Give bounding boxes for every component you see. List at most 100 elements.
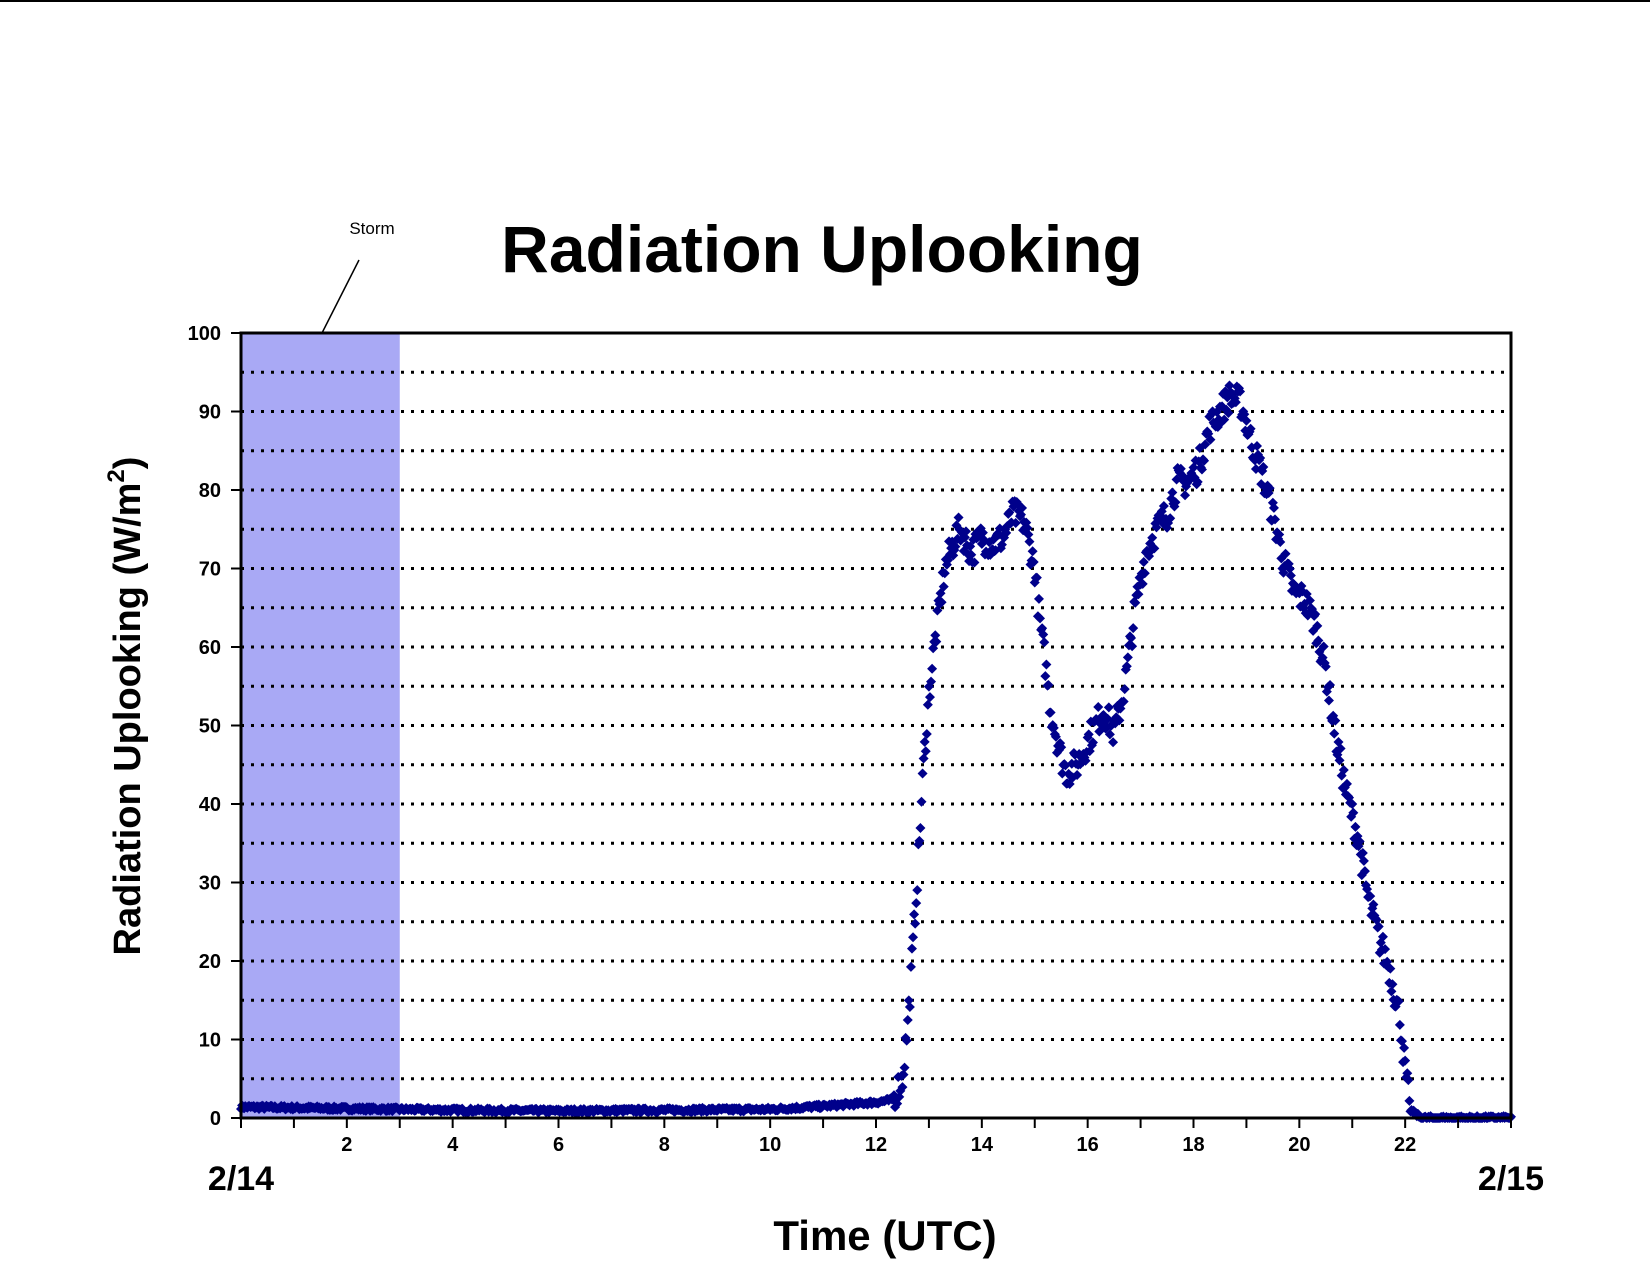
data-point-1099 bbox=[1399, 1042, 1410, 1053]
data-point-872 bbox=[1158, 501, 1169, 512]
data-point-834 bbox=[1118, 696, 1129, 707]
data-point-651 bbox=[924, 692, 935, 703]
data-point-1028 bbox=[1323, 695, 1334, 706]
data-point-940 bbox=[1230, 397, 1241, 408]
data-point-852 bbox=[1137, 578, 1148, 589]
data-point-726 bbox=[1004, 507, 1015, 518]
data-point-863 bbox=[1149, 543, 1160, 554]
x-tick-label-6: 6 bbox=[553, 1134, 564, 1156]
data-point-1079 bbox=[1377, 931, 1388, 942]
data-point-647 bbox=[920, 746, 931, 757]
data-point-648 bbox=[921, 728, 932, 739]
data-point-1094 bbox=[1393, 996, 1404, 1007]
data-point-776 bbox=[1057, 768, 1068, 779]
data-point-981 bbox=[1274, 529, 1285, 540]
data-point-630 bbox=[902, 1015, 913, 1026]
data-point-1051 bbox=[1348, 807, 1359, 818]
data-point-693 bbox=[969, 557, 980, 568]
data-point-1087 bbox=[1386, 986, 1397, 997]
data-point-645 bbox=[918, 753, 929, 764]
data-point-775 bbox=[1056, 742, 1067, 753]
data-point-1057 bbox=[1354, 836, 1365, 847]
data-point-1103 bbox=[1403, 1075, 1414, 1086]
data-point-637 bbox=[910, 918, 921, 929]
data-point-929 bbox=[1219, 414, 1230, 425]
data-point-626 bbox=[898, 1069, 909, 1080]
data-point-745 bbox=[1024, 536, 1035, 547]
data-point-758 bbox=[1038, 629, 1049, 640]
data-point-854 bbox=[1139, 568, 1150, 579]
data-point-752 bbox=[1031, 572, 1042, 583]
data-point-1086 bbox=[1385, 963, 1396, 974]
data-point-963 bbox=[1255, 452, 1266, 463]
data-point-642 bbox=[915, 823, 926, 834]
data-point-861 bbox=[1147, 532, 1158, 543]
data-point-1050 bbox=[1347, 799, 1358, 810]
data-point-954 bbox=[1245, 423, 1256, 434]
y-tick-label-30: 30 bbox=[199, 873, 221, 895]
data-point-760 bbox=[1040, 671, 1051, 682]
data-point-1075 bbox=[1373, 921, 1384, 932]
data-point-883 bbox=[1170, 497, 1181, 508]
x-tick-label-20: 20 bbox=[1288, 1134, 1310, 1156]
grid-lines bbox=[241, 370, 1511, 1081]
y-axis-title: Radiation Uplooking (W/m2) bbox=[103, 457, 149, 956]
data-point-987 bbox=[1280, 548, 1291, 559]
data-point-1045 bbox=[1341, 778, 1352, 789]
data-point-865 bbox=[1151, 522, 1162, 533]
data-point-888 bbox=[1175, 463, 1186, 474]
data-point-837 bbox=[1121, 661, 1132, 672]
data-point-755 bbox=[1035, 613, 1046, 624]
data-point-1023 bbox=[1318, 641, 1329, 652]
data-point-838 bbox=[1122, 652, 1133, 663]
data-point-664 bbox=[938, 581, 949, 592]
data-point-911 bbox=[1200, 439, 1211, 450]
data-point-665 bbox=[939, 568, 950, 579]
data-point-685 bbox=[960, 526, 971, 537]
storm-label: Storm bbox=[349, 219, 394, 238]
data-point-635 bbox=[908, 932, 919, 943]
data-point-738 bbox=[1017, 502, 1028, 513]
data-point-633 bbox=[905, 961, 916, 972]
data-point-690 bbox=[966, 549, 977, 560]
data-point-960 bbox=[1252, 441, 1262, 452]
x-tick-label-4: 4 bbox=[447, 1134, 459, 1156]
data-point-768 bbox=[1048, 722, 1059, 733]
data-point-1015 bbox=[1310, 609, 1321, 620]
x-tick-label-22: 22 bbox=[1394, 1134, 1416, 1156]
y-tick-label-70: 70 bbox=[199, 559, 221, 581]
data-point-763 bbox=[1043, 679, 1054, 690]
data-point-744 bbox=[1023, 529, 1034, 540]
data-point-842 bbox=[1127, 641, 1138, 652]
data-point-824 bbox=[1108, 737, 1119, 748]
data-point-798 bbox=[1080, 755, 1091, 766]
data-point-653 bbox=[927, 663, 938, 674]
data-point-646 bbox=[919, 736, 930, 747]
y-tick-label-80: 80 bbox=[199, 480, 221, 502]
data-point-805 bbox=[1087, 737, 1098, 748]
data-point-629 bbox=[901, 1035, 912, 1046]
data-point-701 bbox=[977, 527, 988, 538]
data-point-991 bbox=[1284, 563, 1295, 574]
data-point-916 bbox=[1205, 434, 1216, 445]
data-point-1070 bbox=[1368, 899, 1379, 910]
x-axis: 2 4 6 8 10 12 14 16 18 20 22 bbox=[240, 1118, 1512, 1156]
data-point-631 bbox=[903, 995, 914, 1006]
data-point-1010 bbox=[1304, 595, 1315, 606]
y-tick-label-60: 60 bbox=[199, 637, 221, 659]
data-point-656 bbox=[930, 630, 941, 641]
data-point-1062 bbox=[1359, 866, 1370, 877]
data-point-737 bbox=[1015, 509, 1026, 520]
data-point-754 bbox=[1033, 593, 1044, 604]
data-point-723 bbox=[1001, 527, 1012, 538]
data-point-743 bbox=[1022, 523, 1033, 534]
data-point-1088 bbox=[1387, 979, 1398, 990]
data-point-643 bbox=[916, 796, 927, 807]
data-points bbox=[236, 380, 1516, 1123]
date-start-label: 2/14 bbox=[208, 1160, 274, 1198]
data-point-1100 bbox=[1400, 1055, 1411, 1066]
data-point-1039 bbox=[1335, 743, 1346, 754]
data-point-765 bbox=[1045, 707, 1056, 718]
data-point-757 bbox=[1037, 623, 1048, 634]
top-rule bbox=[0, 0, 1650, 2]
